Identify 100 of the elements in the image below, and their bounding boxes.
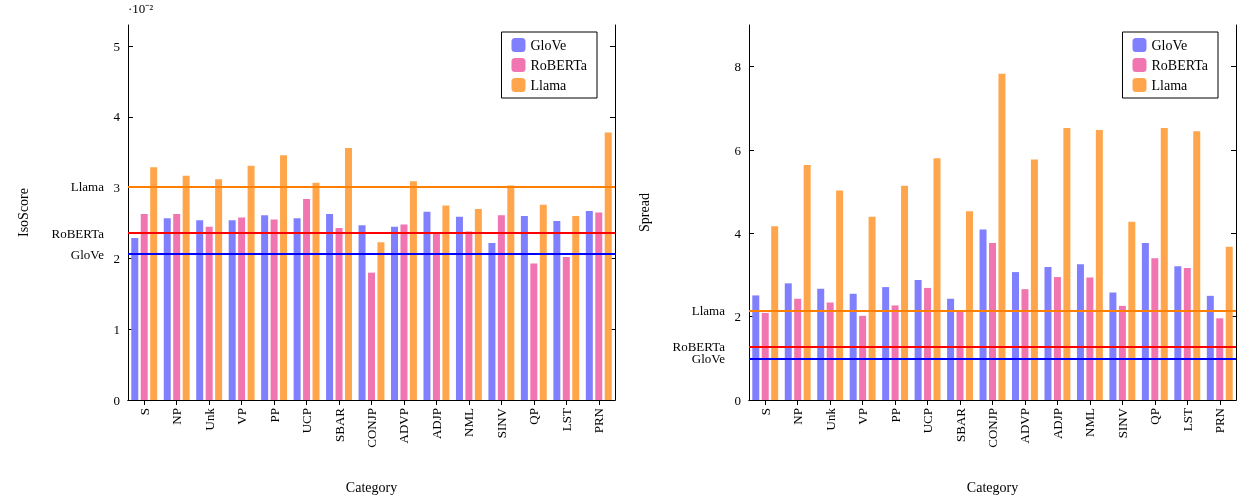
bar <box>432 232 440 400</box>
bar <box>423 211 431 400</box>
x-axis-title: Category <box>966 479 1019 495</box>
x-tick-label: NML <box>461 407 477 437</box>
bar <box>358 225 366 400</box>
x-tick-label: ADJP <box>428 408 444 440</box>
bar <box>182 175 190 400</box>
bar <box>474 208 482 400</box>
bar <box>238 217 246 400</box>
bar <box>455 216 463 400</box>
y-tick-label: 5 <box>113 38 120 54</box>
bar <box>1063 127 1071 400</box>
y-tick-label: 4 <box>734 225 742 241</box>
legend-label: GloVe <box>1151 37 1188 53</box>
x-tick-label: CONJP <box>985 408 1000 448</box>
bar <box>280 155 288 400</box>
ref-line-label: RoBERTa <box>51 225 105 241</box>
x-tick-label: PRN <box>1212 407 1228 434</box>
bar <box>1206 295 1214 400</box>
x-tick-label: CONJP <box>364 408 379 448</box>
bar <box>1086 277 1094 400</box>
bar <box>817 288 825 400</box>
bar <box>891 305 899 400</box>
x-tick-label: ADVP <box>396 408 412 444</box>
x-tick-label: QP <box>1147 408 1163 425</box>
bar <box>595 212 603 400</box>
bar <box>1030 159 1038 400</box>
bar <box>539 204 547 400</box>
bar <box>344 148 352 400</box>
y-tick-label: 0 <box>113 392 120 408</box>
bar <box>761 312 769 400</box>
bar <box>585 211 593 400</box>
bar <box>391 226 399 400</box>
bar <box>530 263 538 400</box>
bar <box>1225 246 1233 400</box>
x-tick-label: PP <box>887 408 903 423</box>
bar <box>1095 130 1103 400</box>
bar <box>803 165 811 400</box>
bar <box>465 231 473 400</box>
y-tick-label: 6 <box>734 142 742 158</box>
bar <box>293 218 301 400</box>
x-axis-title: Category <box>345 479 398 495</box>
bar <box>752 295 760 400</box>
bar <box>1183 267 1191 400</box>
bar <box>771 226 779 400</box>
y-tick-label: 3 <box>113 180 120 196</box>
bar <box>368 272 375 400</box>
bar <box>1141 242 1149 400</box>
bar <box>1174 266 1182 400</box>
bar <box>270 219 278 400</box>
y-tick-label: 2 <box>113 250 120 266</box>
bar <box>882 287 890 400</box>
bar <box>507 185 515 400</box>
bar <box>409 181 417 400</box>
bar <box>784 283 792 400</box>
text: ·10⁻² <box>128 1 154 16</box>
legend-label: Llama <box>1151 77 1189 93</box>
bar <box>836 190 844 400</box>
x-tick-label: VP <box>234 408 250 425</box>
x-tick-label: SINV <box>493 407 509 439</box>
bar <box>947 298 955 400</box>
bar <box>1076 264 1084 400</box>
bar <box>173 213 181 400</box>
bar <box>989 242 996 400</box>
bar <box>868 216 876 400</box>
bar <box>998 73 1006 400</box>
y-axis-title: IsoScore <box>15 188 31 237</box>
ref-line-label: Llama <box>70 178 105 194</box>
bar <box>794 298 802 400</box>
bar <box>488 242 496 400</box>
bar <box>979 229 987 400</box>
bar <box>150 167 158 400</box>
bar <box>140 213 148 400</box>
x-tick-label: SINV <box>1114 407 1130 439</box>
x-tick-label: NP <box>790 408 806 425</box>
bar <box>1193 131 1201 400</box>
x-tick-label: VP <box>855 408 871 425</box>
bar <box>1216 318 1224 400</box>
x-tick-label: LST <box>558 407 574 432</box>
bar <box>335 228 343 400</box>
bar <box>303 199 311 400</box>
x-tick-label: LST <box>1179 407 1195 432</box>
x-tick-label: NML <box>1082 407 1098 437</box>
bar <box>163 218 171 400</box>
x-tick-label: UCP <box>299 408 315 434</box>
bar <box>261 215 269 400</box>
bar <box>826 302 834 400</box>
bar <box>1128 221 1136 400</box>
y-tick-label: 1 <box>113 321 120 337</box>
bar <box>1044 267 1052 400</box>
x-tick-label: Unk <box>822 407 838 431</box>
bar <box>933 158 941 400</box>
bar <box>604 132 612 400</box>
legend-label: RoBERTa <box>1151 57 1209 73</box>
x-tick-label: PRN <box>591 407 607 434</box>
bar <box>215 179 223 400</box>
x-tick-label: PP <box>266 408 282 423</box>
x-tick-label: NP <box>169 408 185 425</box>
y-tick-label: 2 <box>734 309 741 325</box>
x-tick-label: QP <box>526 408 542 425</box>
